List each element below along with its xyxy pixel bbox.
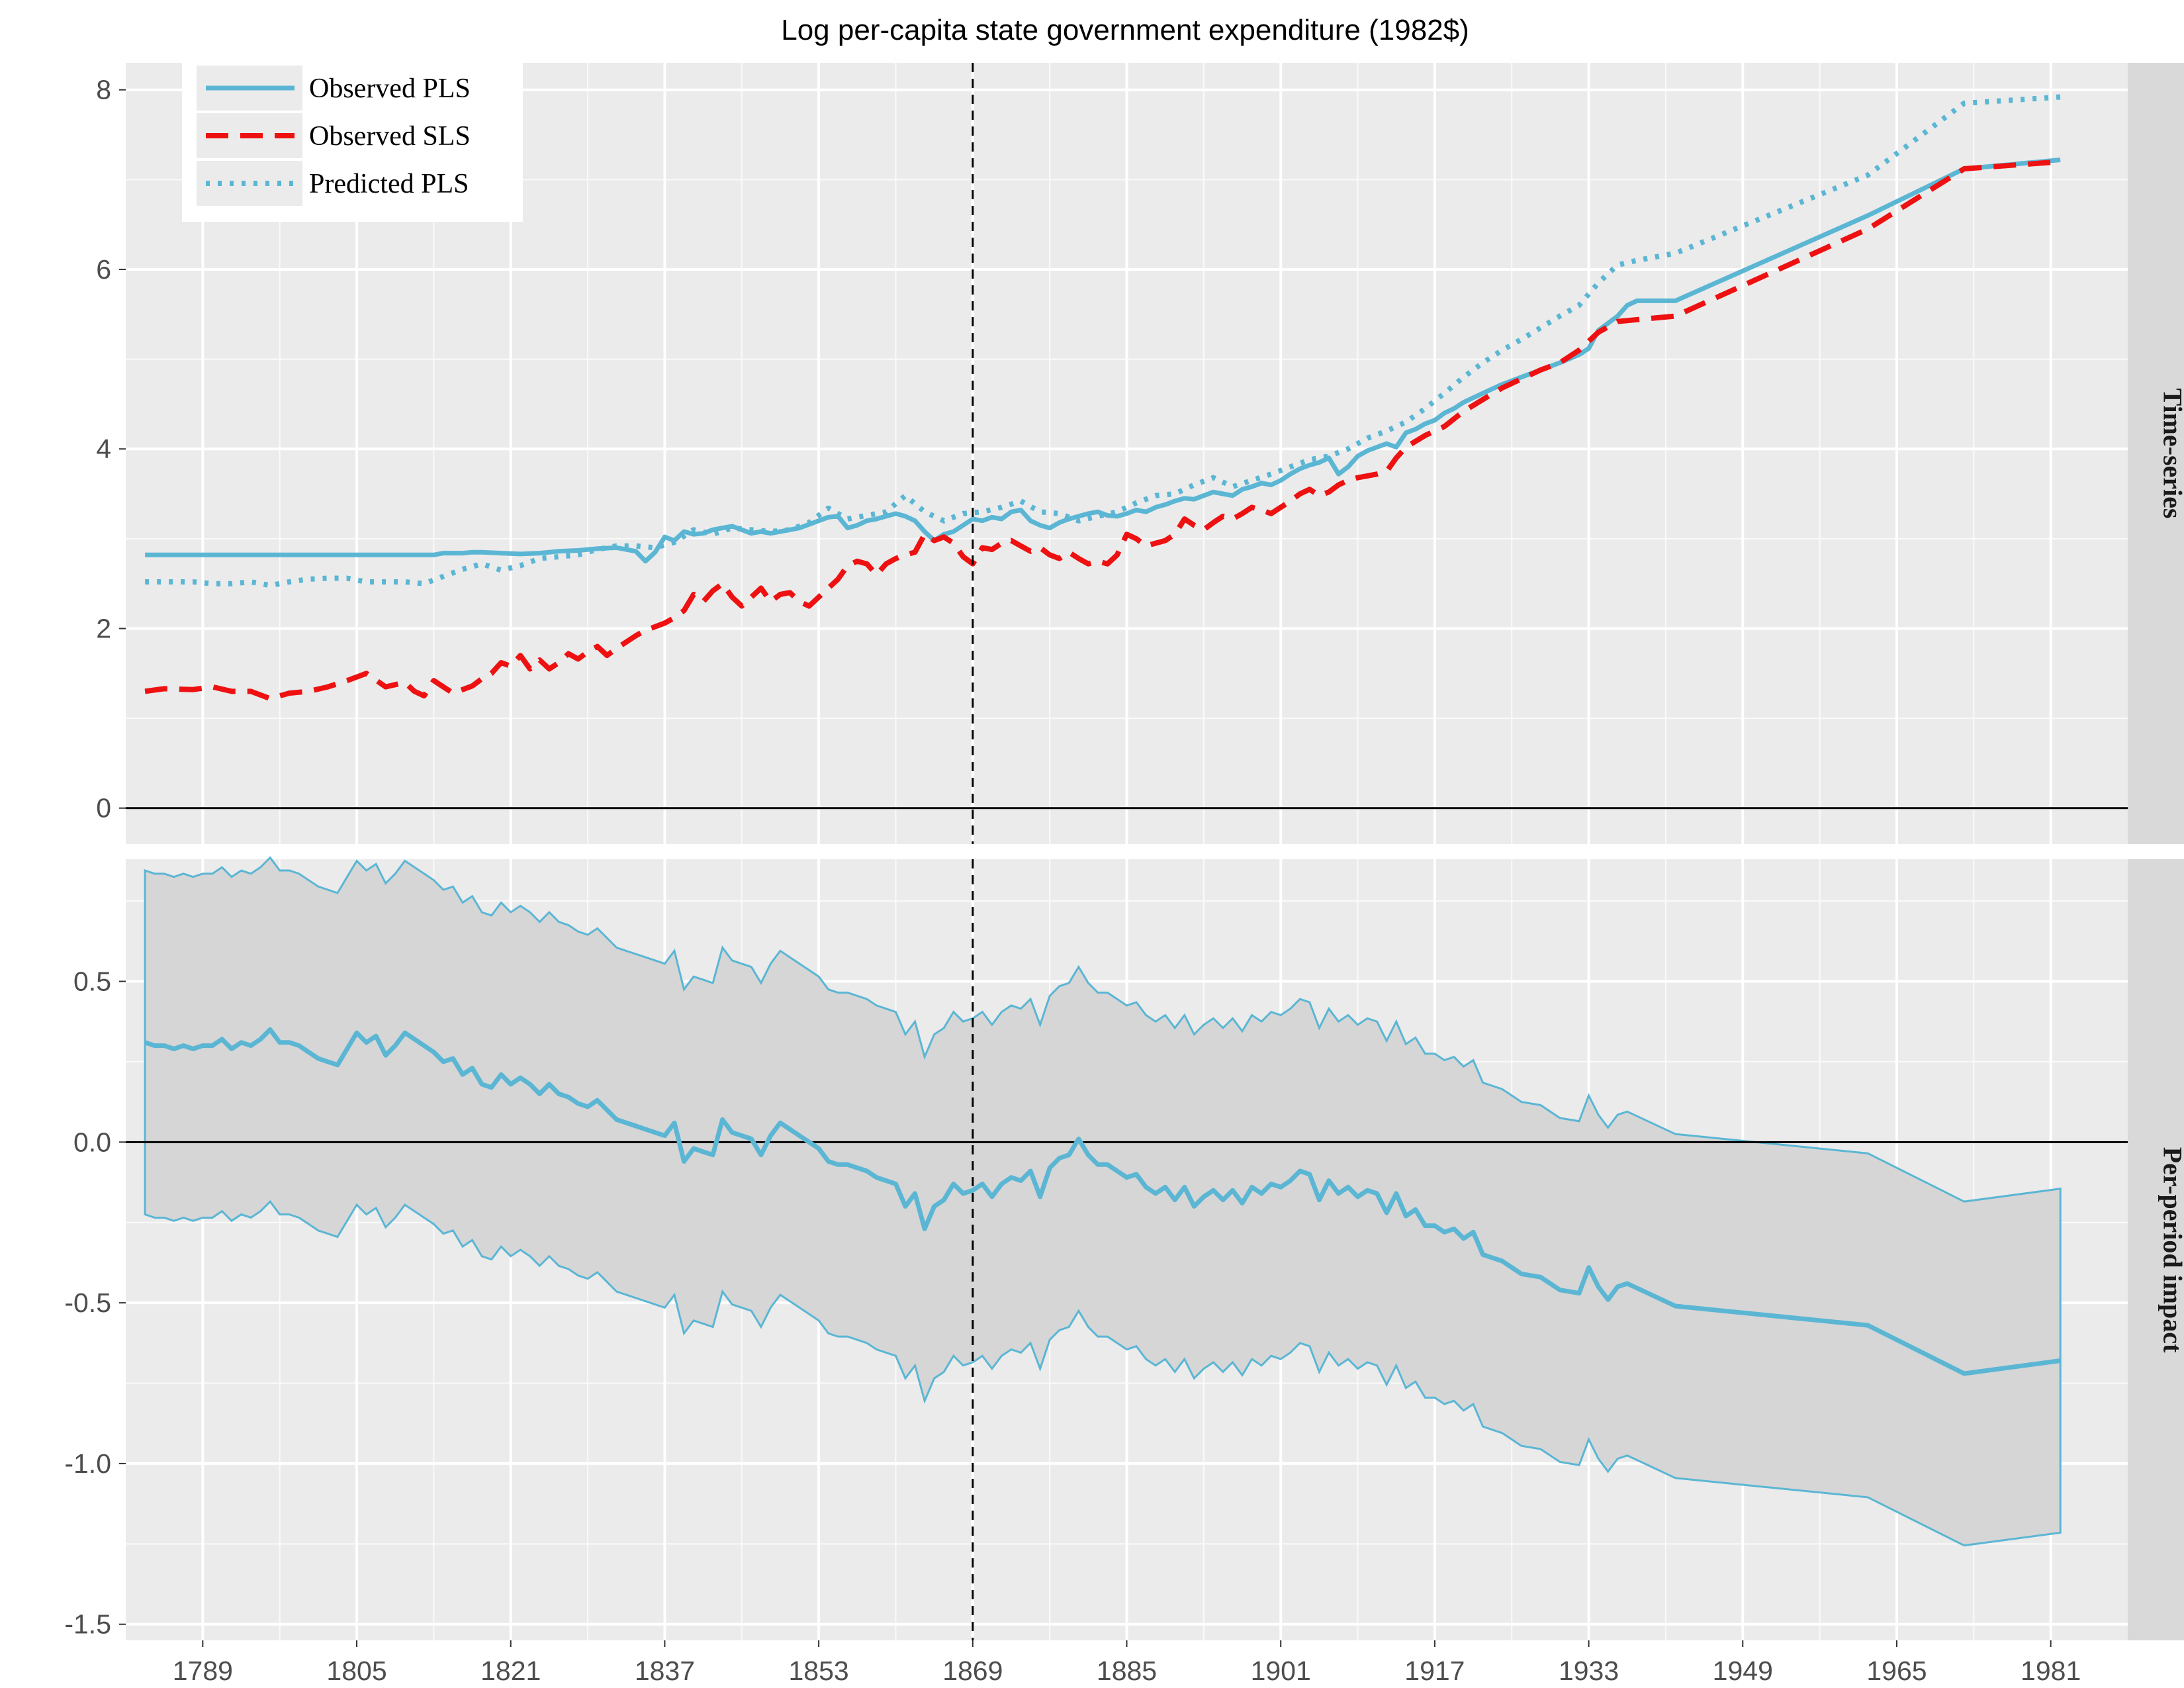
legend: Observed PLS Observed SLS Predicted PLS (182, 63, 523, 222)
y-tick-label: 2 (96, 613, 111, 643)
x-tick-label: 1965 (1866, 1656, 1927, 1686)
x-tick-label: 1869 (942, 1656, 1003, 1686)
confidence-band (144, 856, 2062, 1547)
x-tick-label: 1933 (1559, 1656, 1619, 1686)
series-predicted-pls (145, 94, 2061, 588)
y-tick-label: -1.0 (64, 1448, 111, 1479)
x-tick-label: 1789 (173, 1656, 233, 1686)
x-tick-label: 1837 (635, 1656, 695, 1686)
chart-title: Log per-capita state government expendit… (781, 14, 1469, 46)
y-tick-label: 8 (96, 75, 111, 105)
x-tick-label: 1981 (2021, 1656, 2081, 1686)
series-observed-sls (144, 159, 2061, 702)
legend-label: Observed SLS (309, 121, 471, 152)
panel-strip (2128, 63, 2184, 844)
y-tick-label: -1.5 (64, 1609, 111, 1640)
panel-strip-label: Time-series (2158, 389, 2184, 519)
y-tick-label: 0.0 (73, 1127, 111, 1157)
y-tick-label: 6 (96, 254, 111, 285)
x-tick-label: 1917 (1404, 1656, 1465, 1686)
series-per-period-impact (144, 1027, 2061, 1376)
panel-strip-label: Per-period impact (2158, 1147, 2184, 1353)
y-tick-label: -0.5 (64, 1288, 111, 1318)
panel-time-series: 0 2 4 6 8 Time-series Observed PLS Observed SLS… (96, 63, 2184, 844)
y-tick-label: 4 (96, 434, 111, 464)
x-tick-label: 1853 (789, 1656, 849, 1686)
y-tick-label: 0 (96, 793, 111, 823)
panel-per-period-impact: -1.5 -1.0 -0.5 0.0 0.5 Per-period impact 1789 1… (64, 856, 2184, 1686)
x-tick-label: 1821 (480, 1656, 541, 1686)
y-tick-label: 0.5 (73, 966, 111, 997)
x-tick-label: 1949 (1713, 1656, 1773, 1686)
x-tick-label: 1885 (1097, 1656, 1157, 1686)
panel-strip (2128, 859, 2184, 1640)
legend-label: Predicted PLS (309, 169, 469, 199)
legend-key-bg (197, 161, 302, 206)
x-tick-label: 1901 (1251, 1656, 1311, 1686)
x-tick-label: 1805 (326, 1656, 387, 1686)
series-observed-pls (145, 158, 2061, 564)
legend-label: Observed PLS (309, 73, 471, 104)
